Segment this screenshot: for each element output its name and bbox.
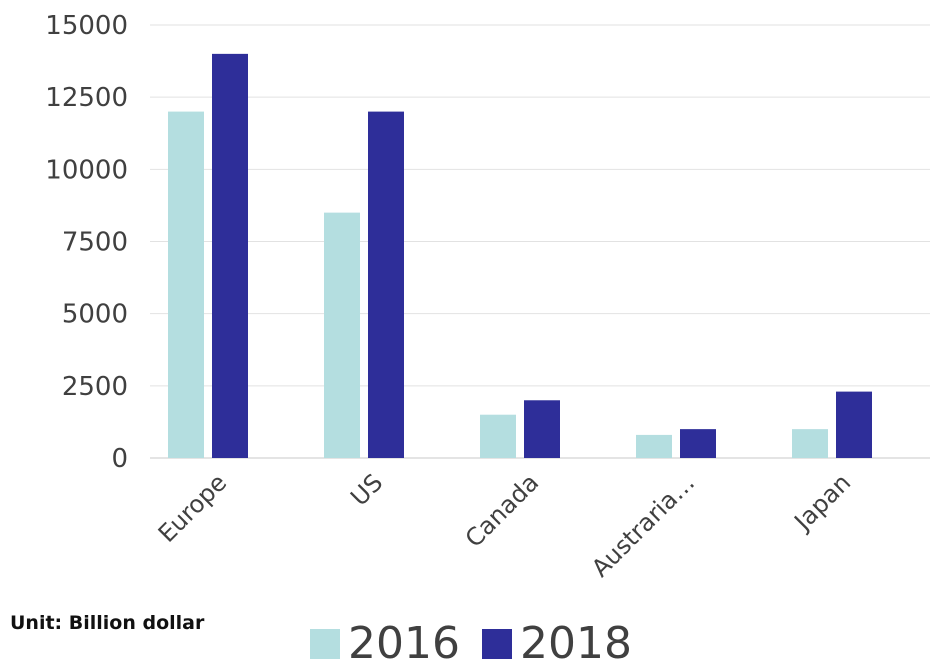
x-category-label: US	[345, 468, 388, 511]
bar-2016-1	[324, 212, 360, 458]
bar-2016-0	[168, 111, 204, 458]
bar-2018-3	[680, 429, 716, 458]
bar-2018-1	[368, 111, 404, 458]
y-tick-label: 7500	[62, 228, 128, 258]
legend-item-2018: 2018	[482, 622, 632, 666]
chart-legend: 2016 2018	[0, 618, 942, 670]
legend-item-2016: 2016	[310, 622, 460, 666]
bar-2018-4	[836, 391, 872, 458]
bar-chart: 0 2500 5000 7500 10000 12500 15000 Europe US Cana…	[45, 11, 930, 583]
x-category-label: Canada	[460, 468, 544, 552]
y-tick-label: 2500	[62, 372, 128, 402]
legend-label-2018: 2018	[520, 618, 632, 669]
legend-label-2016: 2016	[348, 618, 460, 669]
bar-2016-3	[636, 434, 672, 458]
x-category-label: Europe	[153, 468, 232, 547]
y-tick-label: 10000	[45, 155, 128, 185]
bar-2018-2	[524, 400, 560, 458]
y-tick-label: 12500	[45, 83, 128, 113]
bar-2016-2	[480, 414, 516, 458]
unit-annotation: Unit: Billion dollar	[10, 612, 205, 634]
y-tick-label: 15000	[45, 11, 128, 41]
x-category-label: Austraria…	[586, 468, 700, 582]
legend-swatch-2016	[310, 629, 341, 659]
y-tick-label: 5000	[62, 300, 128, 330]
legend-swatch-2018	[482, 629, 512, 659]
bar-2018-0	[212, 53, 248, 458]
x-category-label: Japan	[788, 468, 857, 537]
y-tick-label: 0	[111, 444, 128, 474]
bar-2016-4	[792, 429, 828, 458]
